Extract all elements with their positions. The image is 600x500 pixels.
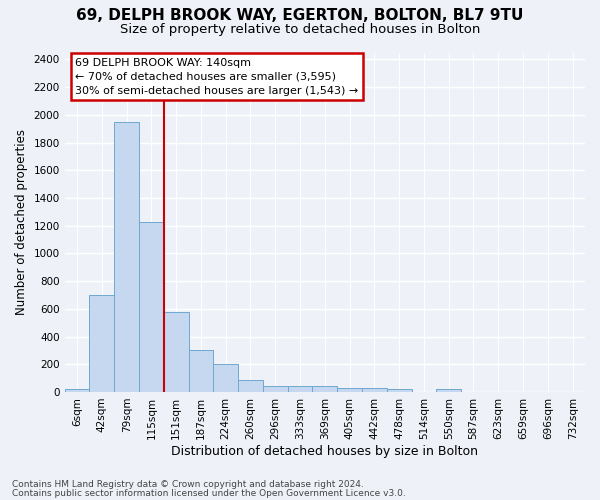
Bar: [139, 222, 164, 392]
Bar: [337, 388, 362, 392]
Bar: [287, 386, 313, 392]
Y-axis label: Number of detached properties: Number of detached properties: [15, 129, 28, 315]
Bar: [362, 388, 387, 392]
Bar: [188, 350, 214, 392]
Bar: [65, 389, 89, 392]
Text: Contains HM Land Registry data © Crown copyright and database right 2024.: Contains HM Land Registry data © Crown c…: [12, 480, 364, 489]
Bar: [214, 364, 238, 392]
Bar: [89, 295, 114, 392]
X-axis label: Distribution of detached houses by size in Bolton: Distribution of detached houses by size …: [172, 444, 478, 458]
Text: Contains public sector information licensed under the Open Government Licence v3: Contains public sector information licen…: [12, 488, 406, 498]
Bar: [114, 122, 139, 392]
Bar: [263, 386, 287, 392]
Text: Size of property relative to detached houses in Bolton: Size of property relative to detached ho…: [120, 22, 480, 36]
Bar: [164, 312, 188, 392]
Text: 69 DELPH BROOK WAY: 140sqm
← 70% of detached houses are smaller (3,595)
30% of s: 69 DELPH BROOK WAY: 140sqm ← 70% of deta…: [75, 58, 358, 96]
Bar: [436, 389, 461, 392]
Text: 69, DELPH BROOK WAY, EGERTON, BOLTON, BL7 9TU: 69, DELPH BROOK WAY, EGERTON, BOLTON, BL…: [76, 8, 524, 22]
Bar: [238, 380, 263, 392]
Bar: [387, 389, 412, 392]
Bar: [313, 386, 337, 392]
